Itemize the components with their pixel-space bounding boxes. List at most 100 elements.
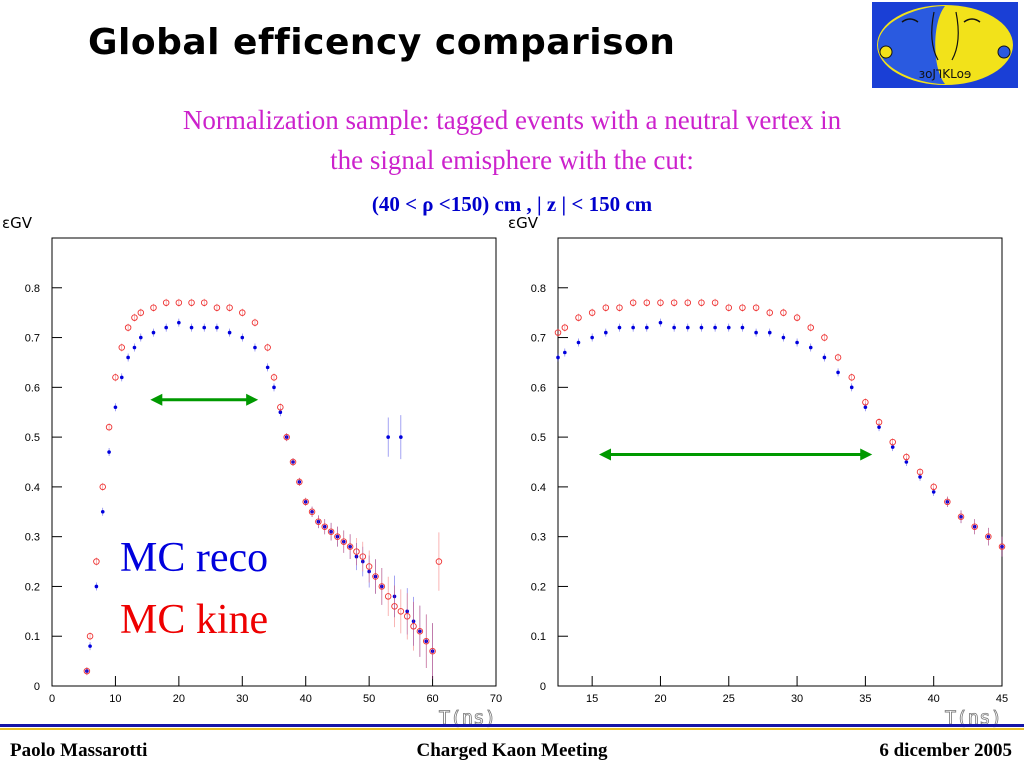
data-point-reco: [877, 425, 881, 429]
data-point-kine: [391, 603, 398, 610]
data-point-reco: [658, 320, 663, 325]
y-tick-label: 0.4: [531, 482, 546, 494]
data-point-reco: [918, 475, 922, 479]
data-point-kine: [397, 608, 405, 615]
data-point-kine: [575, 314, 582, 321]
x-tick-label: 20: [654, 693, 666, 705]
data-point-kine: [752, 304, 760, 311]
data-point-reco: [119, 375, 124, 380]
data-point-reco: [645, 325, 649, 330]
data-point-kine: [327, 528, 335, 535]
data-point-kine: [124, 324, 132, 331]
data-point-kine: [957, 513, 965, 521]
data-point-reco: [699, 325, 704, 330]
data-point-reco: [836, 370, 840, 375]
y-tick-label: 0.6: [531, 382, 546, 394]
data-point-reco: [253, 345, 257, 350]
data-point-kine: [353, 548, 360, 555]
subtitle-line-2: the signal emisphere with the cut:: [330, 145, 694, 175]
data-point-reco: [808, 345, 813, 350]
footer-divider-blue: [0, 724, 1024, 727]
data-point-kine: [340, 538, 348, 545]
data-point-kine: [629, 299, 637, 306]
data-point-kine: [971, 523, 978, 530]
data-point-kine: [429, 647, 436, 655]
y-tick-label: 0.1: [25, 631, 40, 643]
data-point-kine: [334, 533, 341, 540]
data-point-kine: [289, 458, 297, 466]
footer-divider-gold: [0, 728, 1024, 730]
data-point-kine: [889, 438, 896, 446]
cut-condition: (40 < ρ <150) cm , | z | < 150 cm: [371, 192, 653, 216]
data-point-reco: [272, 385, 276, 390]
data-point-reco: [151, 330, 156, 335]
kloe-logo: ɜoJ𐐑KLoɘ: [872, 2, 1018, 88]
plot-frame: [557, 237, 1003, 687]
data-point-reco: [822, 355, 827, 360]
data-point-reco: [139, 335, 143, 340]
y-tick-label: 0.5: [25, 432, 40, 444]
data-point-reco: [740, 325, 745, 330]
y-tick-label: 0.1: [531, 631, 546, 643]
data-point-reco: [726, 325, 731, 330]
range-arrow-head-right: [860, 448, 873, 461]
data-point-kine: [131, 314, 138, 321]
data-point-reco: [604, 330, 608, 335]
data-point-kine: [296, 478, 303, 486]
data-point-kine: [188, 299, 195, 306]
data-point-reco: [713, 325, 717, 330]
data-point-kine: [162, 299, 170, 306]
y-tick-label: 0.3: [25, 532, 40, 544]
data-point-kine: [251, 319, 259, 326]
chart-left: 0 0.1 0.2 0.3 0.4 0.5 0.6 0.7 0.8 0 10 20 30 40 50 60 70…: [2, 214, 502, 729]
y-tick-label: 0.2: [531, 581, 546, 593]
data-point-kine: [384, 593, 392, 600]
data-point-kine: [118, 344, 126, 351]
y-tick-label: 0.4: [25, 482, 40, 494]
data-point-reco: [399, 435, 403, 439]
data-point-kine: [588, 309, 596, 316]
data-point-kine: [105, 423, 113, 431]
data-point-reco: [931, 490, 936, 494]
legend-mc-reco: MC reco: [120, 535, 269, 581]
data-point-kine: [137, 309, 145, 316]
data-point-kine: [213, 304, 221, 311]
data-point-kine: [862, 399, 869, 406]
footer-meeting: Charged Kaon Meeting: [416, 740, 608, 761]
range-arrow-head-left: [598, 448, 611, 461]
data-point-kine: [930, 483, 937, 491]
data-point-kine: [807, 324, 814, 331]
data-point-reco: [767, 330, 772, 335]
data-point-reco: [88, 644, 92, 648]
data-point-reco: [215, 325, 219, 330]
data-point-kine: [766, 309, 774, 316]
data-point-kine: [793, 314, 801, 321]
data-point-reco: [278, 410, 283, 415]
data-point-kine: [643, 299, 651, 306]
data-point-reco: [113, 405, 118, 410]
data-point-reco: [685, 325, 690, 330]
data-point-kine: [739, 304, 746, 311]
data-point-reco: [386, 435, 390, 439]
data-point-reco: [100, 509, 105, 514]
data-point-kine: [321, 523, 328, 530]
data-point-reco: [754, 330, 758, 335]
data-point-kine: [112, 374, 119, 381]
x-tick-label: 35: [859, 693, 871, 705]
y-axis-label: εGV: [508, 214, 539, 232]
data-point-reco: [126, 355, 130, 360]
data-point-kine: [403, 613, 411, 620]
range-arrow-head-left: [150, 393, 163, 406]
data-point-kine: [372, 573, 379, 580]
data-point-kine: [821, 334, 828, 341]
legend-mc-kine: MC kine: [120, 597, 269, 643]
data-point-reco: [265, 365, 270, 370]
x-tick-label: 30: [236, 693, 248, 705]
x-tick-label: 60: [426, 693, 438, 705]
data-point-kine: [848, 374, 855, 381]
y-tick-label: 0.5: [531, 432, 546, 444]
data-point-kine: [780, 309, 787, 316]
data-point-kine: [308, 508, 316, 516]
data-point-reco: [189, 325, 194, 330]
